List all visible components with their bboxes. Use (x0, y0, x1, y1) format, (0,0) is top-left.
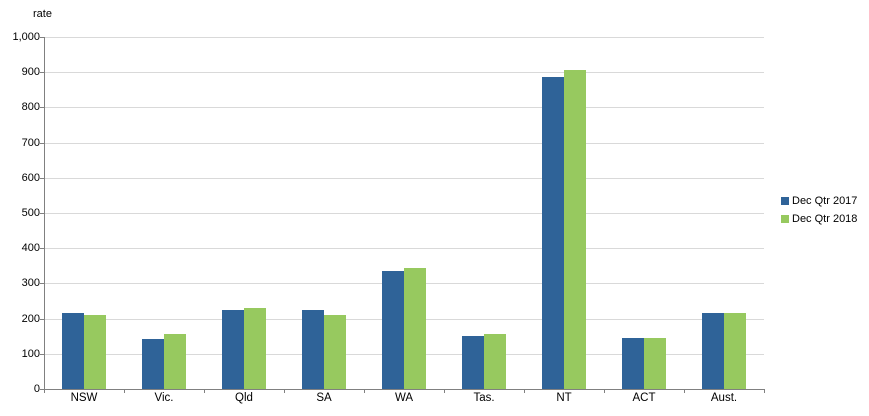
x-axis-category-label: NSW (70, 392, 98, 404)
plot-area (40, 37, 765, 393)
bar-aust-dec-qtr-2018[interactable] (724, 312, 746, 389)
legend-series-label: Dec Qtr 2017 (792, 195, 858, 207)
bar-vic-dec-qtr-2018[interactable] (164, 333, 186, 389)
bar-sa-dec-qtr-2018[interactable] (324, 315, 346, 389)
x-axis-category-label: SA (316, 392, 332, 404)
y-axis-tick (40, 353, 44, 355)
y-axis-tick-label: 800 (21, 101, 40, 114)
y-axis-tick-label: 500 (21, 207, 40, 219)
y-axis-labels: 0 100 200 300 400 500 600 700 800 900 1,000 (0, 31, 40, 395)
x-axis-category-label: Aust. (710, 392, 738, 404)
bar-wa-dec-qtr-2018[interactable] (404, 268, 426, 389)
y-axis-tick-label: 0 (33, 383, 40, 395)
x-axis-category-label: ACT (632, 392, 656, 404)
x-axis-tick (284, 389, 285, 393)
gridline (44, 248, 764, 250)
gridline (44, 37, 764, 38)
y-axis-tick-label: 600 (21, 171, 40, 184)
bar-qld-dec-qtr-2017[interactable] (222, 310, 244, 389)
y-axis-tick (40, 318, 44, 320)
x-axis-tick (444, 389, 445, 393)
gridline (44, 107, 764, 109)
bar-act-dec-qtr-2017[interactable] (622, 337, 644, 389)
legend-color-swatch (781, 197, 789, 205)
x-axis-category-label: Qld (235, 392, 253, 404)
y-axis-tick (40, 248, 44, 250)
bar-sa-dec-qtr-2017[interactable] (302, 309, 324, 389)
legend-color-swatch (781, 215, 789, 223)
y-axis-tick (40, 213, 44, 214)
y-axis-tick (40, 177, 44, 179)
y-axis-tick (40, 37, 44, 38)
x-axis-tick (44, 389, 45, 393)
gridline (44, 72, 764, 74)
bar-nsw-dec-qtr-2018[interactable] (84, 314, 106, 389)
x-axis-tick (524, 389, 525, 393)
x-axis-line (44, 389, 765, 390)
y-axis-tick-label: 400 (21, 242, 40, 255)
y-axis-tick (40, 142, 44, 144)
bar-wa-dec-qtr-2017[interactable] (382, 271, 404, 389)
gridline (44, 142, 764, 144)
y-axis-tick (40, 72, 44, 74)
x-axis-category-label: WA (394, 392, 414, 404)
x-axis-tick (764, 389, 765, 393)
x-axis-tick (204, 389, 205, 393)
y-axis-tick (40, 389, 44, 390)
bar-act-dec-qtr-2018[interactable] (644, 337, 666, 389)
x-axis-tick (364, 389, 365, 393)
legend-entry[interactable]: Dec Qtr 2017 (781, 192, 857, 210)
x-axis-tick (604, 389, 605, 393)
y-axis-tick-label: 300 (21, 277, 40, 290)
bar-nt-dec-qtr-2018[interactable] (564, 70, 586, 389)
x-axis-category-label: Vic. (154, 392, 174, 404)
x-axis-tick (684, 389, 685, 393)
bar-qld-dec-qtr-2018[interactable] (244, 308, 266, 389)
legend: Dec Qtr 2017 Dec Qtr 2018 (781, 192, 857, 228)
y-axis-tick (40, 283, 44, 285)
y-axis-tick-label: 1,000 (12, 31, 40, 43)
gridline (44, 177, 764, 179)
legend-series-label: Dec Qtr 2018 (792, 213, 858, 225)
x-axis-category-label: NT (556, 392, 572, 404)
bar-tas-dec-qtr-2017[interactable] (462, 335, 484, 389)
y-axis-tick-label: 700 (21, 136, 40, 149)
x-axis-category-label: Tas. (473, 392, 495, 404)
bar-aust-dec-qtr-2017[interactable] (702, 313, 724, 389)
bar-nt-dec-qtr-2017[interactable] (542, 77, 564, 389)
bar-tas-dec-qtr-2018[interactable] (484, 334, 506, 389)
y-axis-tick-label: 100 (21, 347, 40, 360)
y-axis-title: rate (33, 8, 52, 20)
gridline (44, 213, 764, 214)
bar-vic-dec-qtr-2017[interactable] (142, 339, 164, 389)
y-axis-tick-label: 900 (21, 66, 40, 79)
x-axis-tick (124, 389, 125, 393)
y-axis-tick-label: 200 (21, 312, 40, 325)
bar-nsw-dec-qtr-2017[interactable] (62, 313, 84, 389)
legend-entry[interactable]: Dec Qtr 2018 (781, 210, 857, 228)
y-axis-line (44, 37, 45, 389)
y-axis-tick (40, 107, 44, 109)
x-axis-labels: NSW Vic. Qld SA WA Tas. NT ACT Aust. (44, 392, 764, 408)
